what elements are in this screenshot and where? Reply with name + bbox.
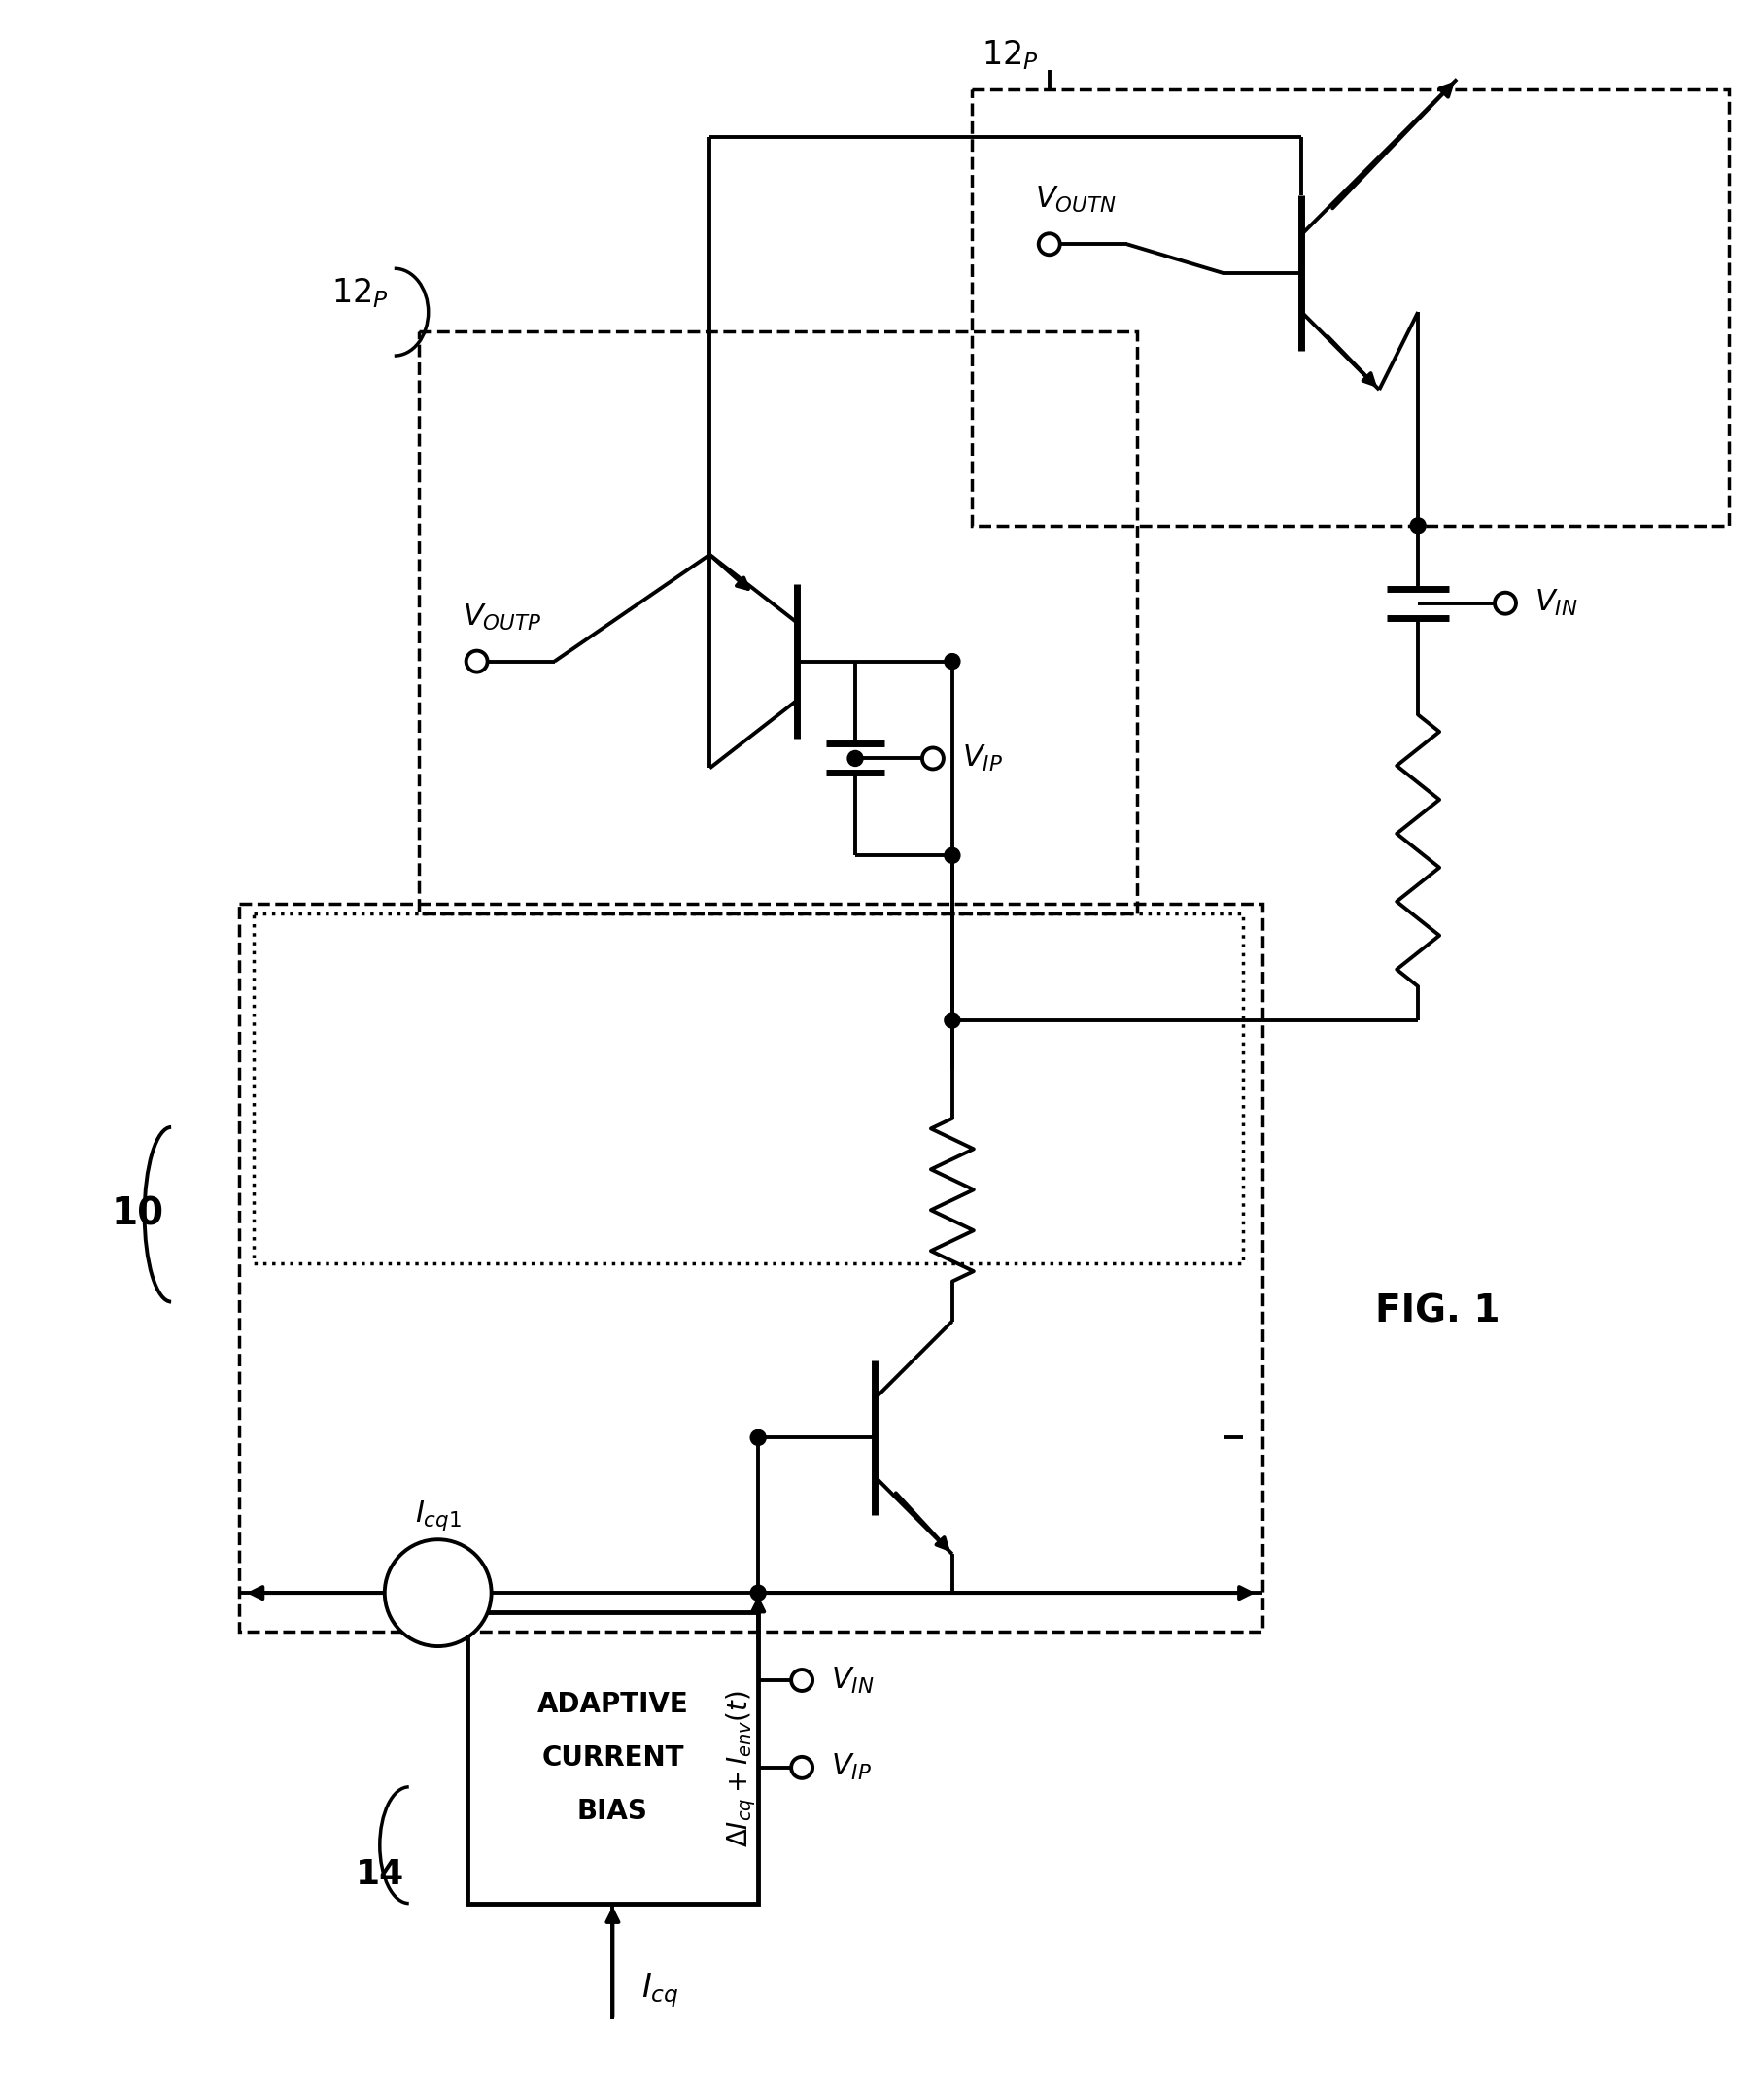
- Text: $I_{cq}$: $I_{cq}$: [642, 1972, 679, 2010]
- Circle shape: [751, 1586, 765, 1600]
- Text: $12_P$: $12_P$: [982, 38, 1038, 71]
- Text: $V_{IP}$: $V_{IP}$: [962, 743, 1003, 773]
- Bar: [971, 88, 1729, 525]
- Text: BIAS: BIAS: [577, 1798, 647, 1825]
- Circle shape: [1038, 233, 1061, 254]
- Circle shape: [792, 1758, 813, 1779]
- Text: $V_{IN}$: $V_{IN}$: [830, 1665, 874, 1695]
- Text: $12_P$: $12_P$: [331, 275, 389, 309]
- Circle shape: [792, 1670, 813, 1691]
- Circle shape: [385, 1539, 491, 1646]
- Text: $V_{IN}$: $V_{IN}$: [1534, 588, 1578, 617]
- Text: FIG. 1: FIG. 1: [1376, 1294, 1500, 1329]
- Bar: [419, 332, 1136, 914]
- Text: $V_{OUTN}$: $V_{OUTN}$: [1034, 185, 1117, 214]
- Text: $\Delta I_{cq} + I_{env}(t)$: $\Delta I_{cq} + I_{env}(t)$: [725, 1690, 758, 1848]
- Circle shape: [922, 748, 943, 769]
- Text: $I_{cq1}$: $I_{cq1}$: [415, 1497, 461, 1533]
- Text: 14: 14: [355, 1858, 405, 1890]
- Text: $V_{IP}$: $V_{IP}$: [830, 1751, 872, 1783]
- Text: ADAPTIVE: ADAPTIVE: [536, 1690, 688, 1718]
- Circle shape: [945, 848, 960, 863]
- Circle shape: [848, 750, 864, 766]
- Text: 10: 10: [111, 1197, 164, 1233]
- Bar: [239, 903, 1263, 1632]
- Circle shape: [945, 1012, 960, 1029]
- Circle shape: [466, 651, 487, 672]
- Text: CURRENT: CURRENT: [542, 1745, 684, 1772]
- Circle shape: [1495, 592, 1516, 613]
- Bar: [253, 913, 1244, 1262]
- Circle shape: [751, 1430, 765, 1445]
- Bar: [468, 1613, 758, 1903]
- Circle shape: [945, 653, 960, 670]
- Text: $V_{OUTP}$: $V_{OUTP}$: [463, 603, 542, 632]
- Circle shape: [1411, 519, 1427, 533]
